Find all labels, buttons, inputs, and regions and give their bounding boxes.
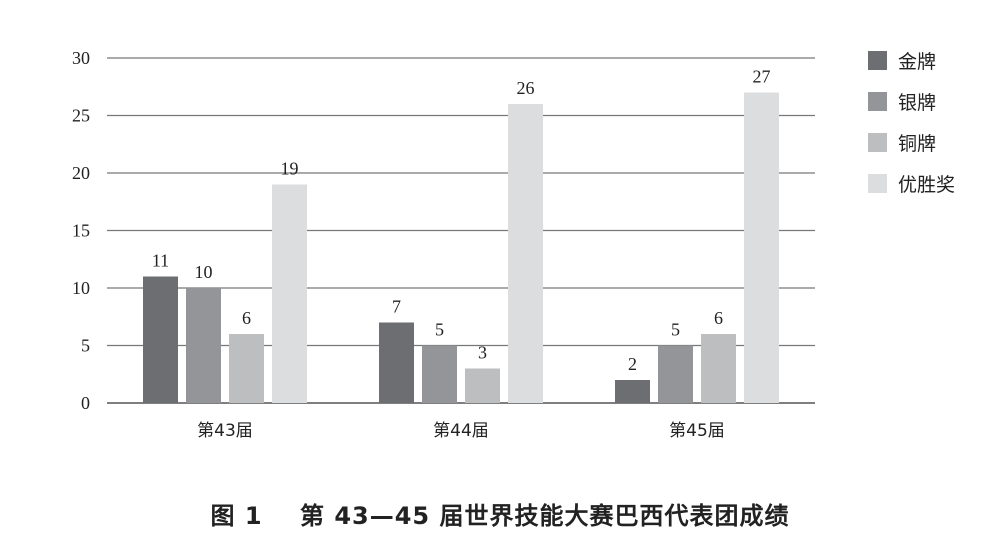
bar-2-4 bbox=[508, 104, 543, 403]
legend-swatch bbox=[868, 174, 887, 193]
medal-bar-chart: 051015202530 11106197532625627 第43届 第44届第… bbox=[72, 48, 955, 441]
bar-2-1 bbox=[379, 322, 414, 403]
bar-3-4 bbox=[744, 92, 779, 403]
data-label: 7 bbox=[392, 297, 401, 317]
x-category-label: 第43届 bbox=[197, 421, 253, 441]
y-tick-label: 5 bbox=[81, 336, 90, 356]
x-category-label: 第45届 bbox=[669, 421, 725, 441]
data-label: 27 bbox=[753, 67, 771, 87]
bar-1-1 bbox=[143, 276, 178, 403]
data-label: 19 bbox=[281, 159, 299, 179]
bars bbox=[143, 92, 779, 403]
y-tick-label: 10 bbox=[72, 278, 90, 298]
legend-swatch bbox=[868, 92, 887, 111]
data-label: 6 bbox=[714, 308, 723, 328]
legend-swatch bbox=[868, 51, 887, 70]
data-labels: 11 10 6 19 7 5 3 26 2 5 6 27 bbox=[152, 67, 771, 375]
bar-2-3 bbox=[465, 368, 500, 403]
x-category-label: 第44届 bbox=[433, 421, 489, 441]
legend-label: 银牌 bbox=[898, 92, 936, 114]
figure-caption: 图 1 第 43—45 届世界技能大赛巴西代表团成绩 bbox=[210, 502, 790, 530]
y-tick-label: 25 bbox=[72, 106, 90, 126]
data-label: 5 bbox=[671, 320, 680, 340]
bar-3-1 bbox=[615, 380, 650, 403]
legend-label: 优胜奖 bbox=[898, 174, 955, 196]
y-axis-ticks: 0 5 10 15 20 25 30 bbox=[72, 48, 90, 413]
bar-3-3 bbox=[701, 334, 736, 403]
data-label: 6 bbox=[242, 308, 251, 328]
legend-label: 金牌 bbox=[898, 51, 936, 73]
bar-1-3 bbox=[229, 334, 264, 403]
data-label: 2 bbox=[628, 354, 637, 374]
y-tick-label: 0 bbox=[81, 393, 90, 413]
data-label: 5 bbox=[435, 320, 444, 340]
y-tick-label: 20 bbox=[72, 163, 90, 183]
data-label: 11 bbox=[152, 251, 169, 271]
y-tick-label: 30 bbox=[72, 48, 90, 68]
legend-label: 铜牌 bbox=[898, 133, 936, 155]
bar-3-2 bbox=[658, 345, 693, 403]
x-axis-categories: 第43届 第44届 第45届 bbox=[197, 421, 725, 441]
y-tick-label: 15 bbox=[72, 221, 90, 241]
data-label: 10 bbox=[195, 262, 213, 282]
bar-1-2 bbox=[186, 288, 221, 403]
gridlines bbox=[107, 57, 815, 404]
bar-1-4 bbox=[272, 184, 307, 403]
data-label: 26 bbox=[517, 78, 535, 98]
legend-swatch bbox=[868, 133, 887, 152]
data-label: 3 bbox=[478, 343, 487, 363]
bar-2-2 bbox=[422, 345, 457, 403]
